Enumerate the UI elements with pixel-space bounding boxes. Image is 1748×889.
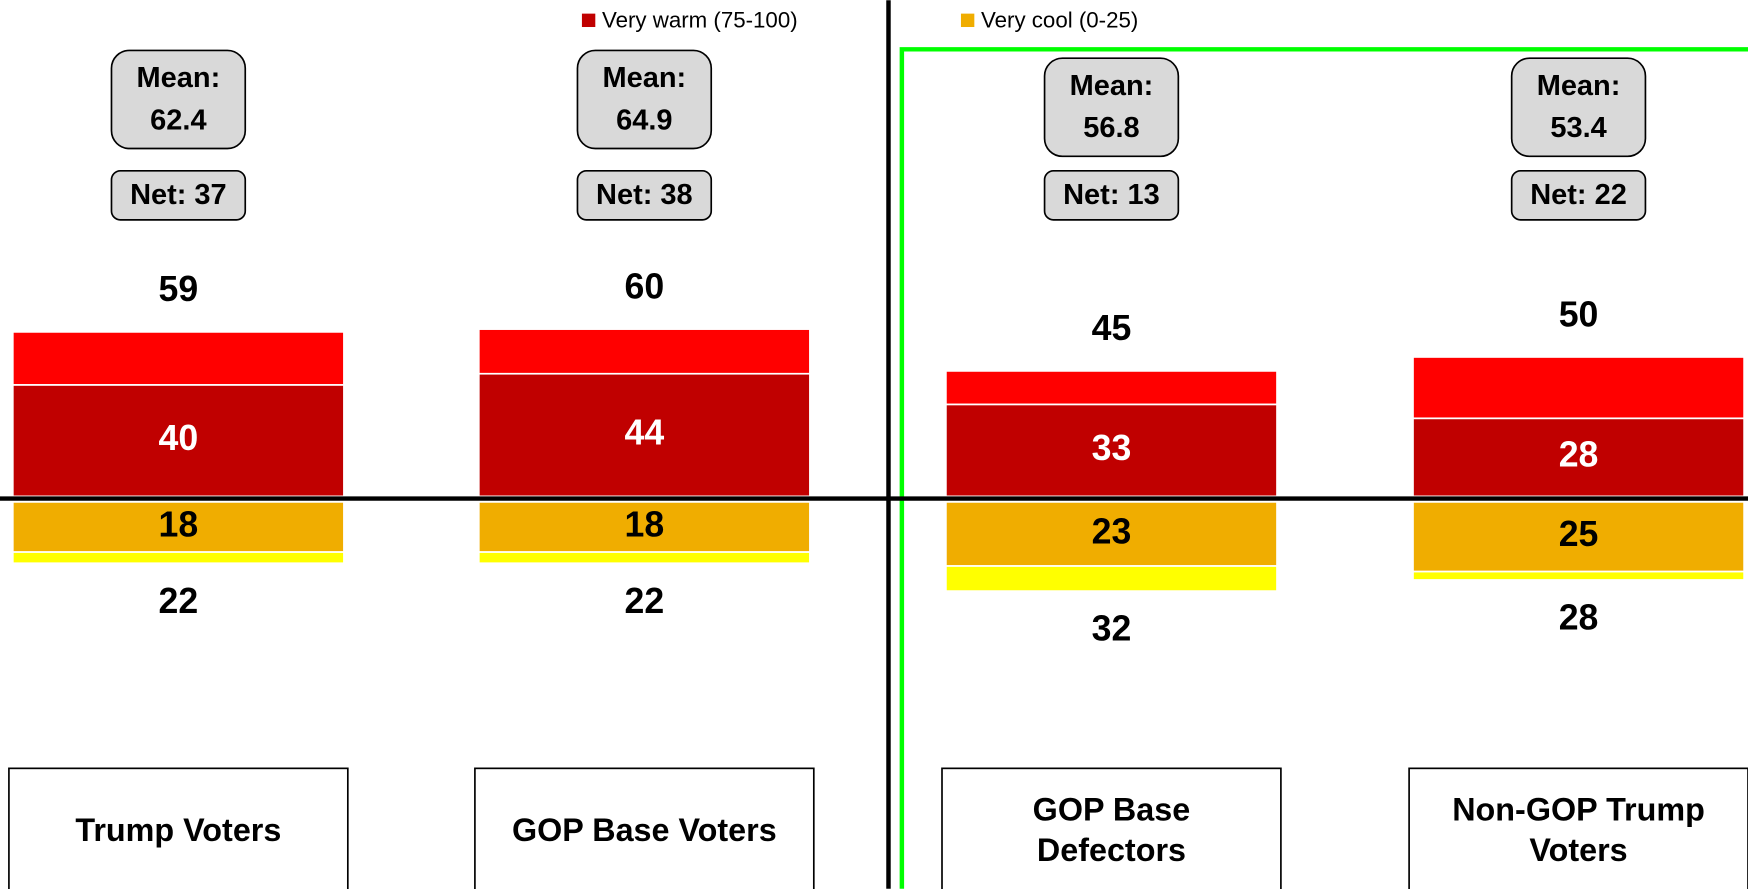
category-box (474, 767, 815, 889)
bar-segment (1412, 417, 1745, 498)
segment-label: 18 (159, 504, 199, 544)
bar-segment (945, 501, 1278, 567)
bar-segment (945, 565, 1278, 592)
bar-segment (945, 370, 1278, 406)
legend-label: Very cool (0-25) (981, 7, 1138, 32)
net-label: Net: 13 (1063, 179, 1160, 211)
segment-label: 28 (1559, 435, 1599, 475)
bar-segment (11, 501, 345, 553)
segment-label: 25 (1559, 514, 1599, 554)
mean-value: 62.4 (150, 104, 206, 136)
mean-value: 53.4 (1550, 112, 1606, 144)
category-box (8, 767, 349, 889)
category-label: Non-GOP Trump Voters (1452, 792, 1705, 869)
mean-box (576, 49, 713, 150)
category-label: GOP Base Voters (511, 812, 777, 849)
legend-swatch (960, 13, 975, 28)
net-box (576, 169, 713, 221)
mean-box (1510, 57, 1647, 158)
bar-segment (11, 384, 345, 498)
mean-title: Mean: (1070, 70, 1154, 102)
mean-title: Mean: (1537, 70, 1621, 102)
bar-segment (477, 328, 811, 375)
mean-value: 56.8 (1083, 112, 1139, 144)
cool-total: 28 (1559, 598, 1599, 638)
cool-total: 22 (159, 581, 199, 621)
segment-label: 23 (1092, 511, 1132, 551)
segment-label: 40 (159, 418, 199, 458)
category-label-box: GOP Base Voters (511, 812, 777, 849)
category-box (941, 767, 1282, 889)
segment-label: 18 (625, 504, 665, 544)
category-label-box: Trump Voters (75, 812, 282, 849)
warm-total: 60 (625, 266, 665, 306)
warm-total: 50 (1559, 294, 1599, 334)
category-label-box: GOP Base Defectors (1032, 792, 1191, 869)
net-label: Net: 22 (1530, 179, 1627, 211)
mean-value: 64.9 (616, 104, 672, 136)
mean-title: Mean: (137, 62, 221, 94)
segment-label: 33 (1092, 428, 1132, 468)
category-label: Trump Voters (75, 812, 282, 849)
bar-segment (1412, 501, 1745, 573)
category-label: GOP Base Defectors (1032, 792, 1191, 869)
segment-label: 44 (625, 412, 665, 452)
bar-segment (477, 501, 811, 553)
cool-total: 32 (1092, 609, 1132, 649)
net-box (110, 169, 247, 221)
mean-box (110, 49, 247, 150)
bar-segment (11, 551, 345, 565)
bar-segment (1412, 356, 1745, 420)
legend-swatch (581, 13, 596, 28)
net-box (1510, 169, 1647, 221)
bar-segment (477, 551, 811, 565)
bar-segment (11, 331, 345, 386)
net-label: Net: 38 (596, 179, 693, 211)
legend-label: Very warm (75-100) (602, 7, 798, 32)
highlight-frame (899, 47, 1748, 889)
warm-total: 45 (1092, 308, 1132, 348)
net-box (1043, 169, 1180, 221)
category-box (1408, 767, 1748, 889)
cool-total: 22 (625, 581, 665, 621)
net-label: Net: 37 (130, 179, 227, 211)
bar-segment (945, 403, 1278, 498)
warm-total: 59 (159, 269, 199, 309)
mean-title: Mean: (603, 62, 687, 94)
bar-segment (1412, 570, 1745, 581)
mean-box (1043, 57, 1180, 158)
category-label-box: Non-GOP Trump Voters (1452, 792, 1705, 869)
